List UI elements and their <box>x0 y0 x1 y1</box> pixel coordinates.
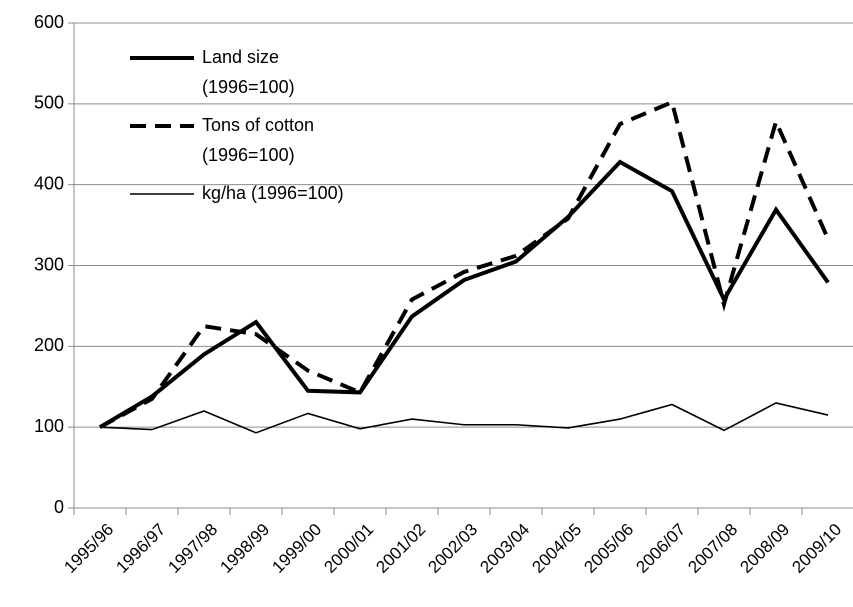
x-tick-label: 1998/99 <box>216 520 273 577</box>
x-tick-label: 1997/98 <box>164 520 221 577</box>
x-tick-label: 2004/05 <box>528 520 585 577</box>
x-tick-label: 2009/10 <box>788 520 845 577</box>
x-tick-label: 1995/96 <box>60 520 117 577</box>
legend-item: Land size (1996=100) <box>128 44 367 102</box>
series-line <box>98 159 830 429</box>
y-tick-label: 600 <box>34 12 64 32</box>
x-tick-label: 1999/00 <box>268 520 325 577</box>
x-tick-label: 2008/09 <box>736 520 793 577</box>
y-tick-label: 500 <box>34 93 64 113</box>
legend-label: kg/ha (1996=100) <box>202 183 344 203</box>
series-line <box>99 99 830 429</box>
x-tick-label: 2001/02 <box>372 520 429 577</box>
x-tick-label: 2006/07 <box>632 520 689 577</box>
series-line <box>99 402 829 434</box>
x-tick-label: 2007/08 <box>684 520 741 577</box>
legend: Land size (1996=100) Tons of cotton (1996… <box>128 44 367 218</box>
legend-swatch <box>130 124 194 128</box>
x-tick-label: 2005/06 <box>580 520 637 577</box>
x-tick-label: 2000/01 <box>320 520 377 577</box>
y-tick-label: 300 <box>34 254 64 274</box>
legend-label: Land size (1996=100) <box>202 47 295 97</box>
y-tick-label: 0 <box>54 497 64 517</box>
legend-item: kg/ha (1996=100) <box>128 180 367 208</box>
x-tick-label: 2002/03 <box>424 520 481 577</box>
legend-label: Tons of cotton (1996=100) <box>202 115 315 165</box>
y-tick-label: 100 <box>34 416 64 436</box>
y-tick-label: 200 <box>34 335 64 355</box>
x-tick-label: 1996/97 <box>112 520 169 577</box>
y-tick-label: 400 <box>34 173 64 193</box>
x-tick-label: 2003/04 <box>476 520 533 577</box>
legend-swatch <box>130 193 194 195</box>
legend-swatch <box>130 56 194 60</box>
legend-item: Tons of cotton (1996=100) <box>128 112 367 170</box>
